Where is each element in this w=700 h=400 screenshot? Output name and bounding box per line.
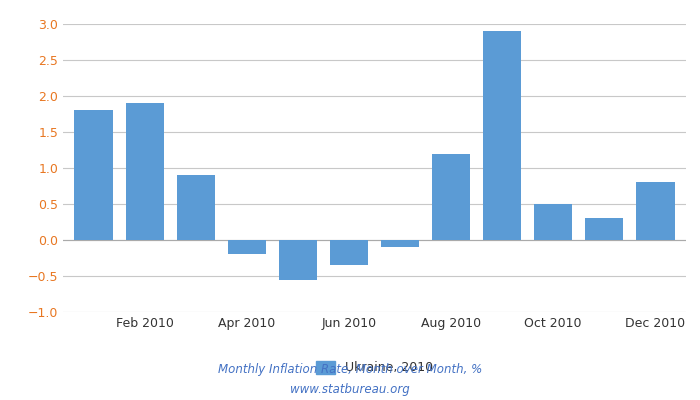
Bar	[228, 240, 266, 254]
Text: www.statbureau.org: www.statbureau.org	[290, 384, 410, 396]
Bar	[381, 240, 419, 247]
Bar	[585, 218, 624, 240]
Bar	[483, 31, 522, 240]
Bar	[74, 110, 113, 240]
Text: Monthly Inflation Rate, Month over Month, %: Monthly Inflation Rate, Month over Month…	[218, 364, 482, 376]
Legend: Ukraine, 2010: Ukraine, 2010	[311, 356, 438, 379]
Bar	[432, 154, 470, 240]
Bar	[279, 240, 317, 280]
Bar	[636, 182, 675, 240]
Bar	[176, 175, 215, 240]
Bar	[534, 204, 573, 240]
Bar	[330, 240, 368, 265]
Bar	[125, 103, 164, 240]
